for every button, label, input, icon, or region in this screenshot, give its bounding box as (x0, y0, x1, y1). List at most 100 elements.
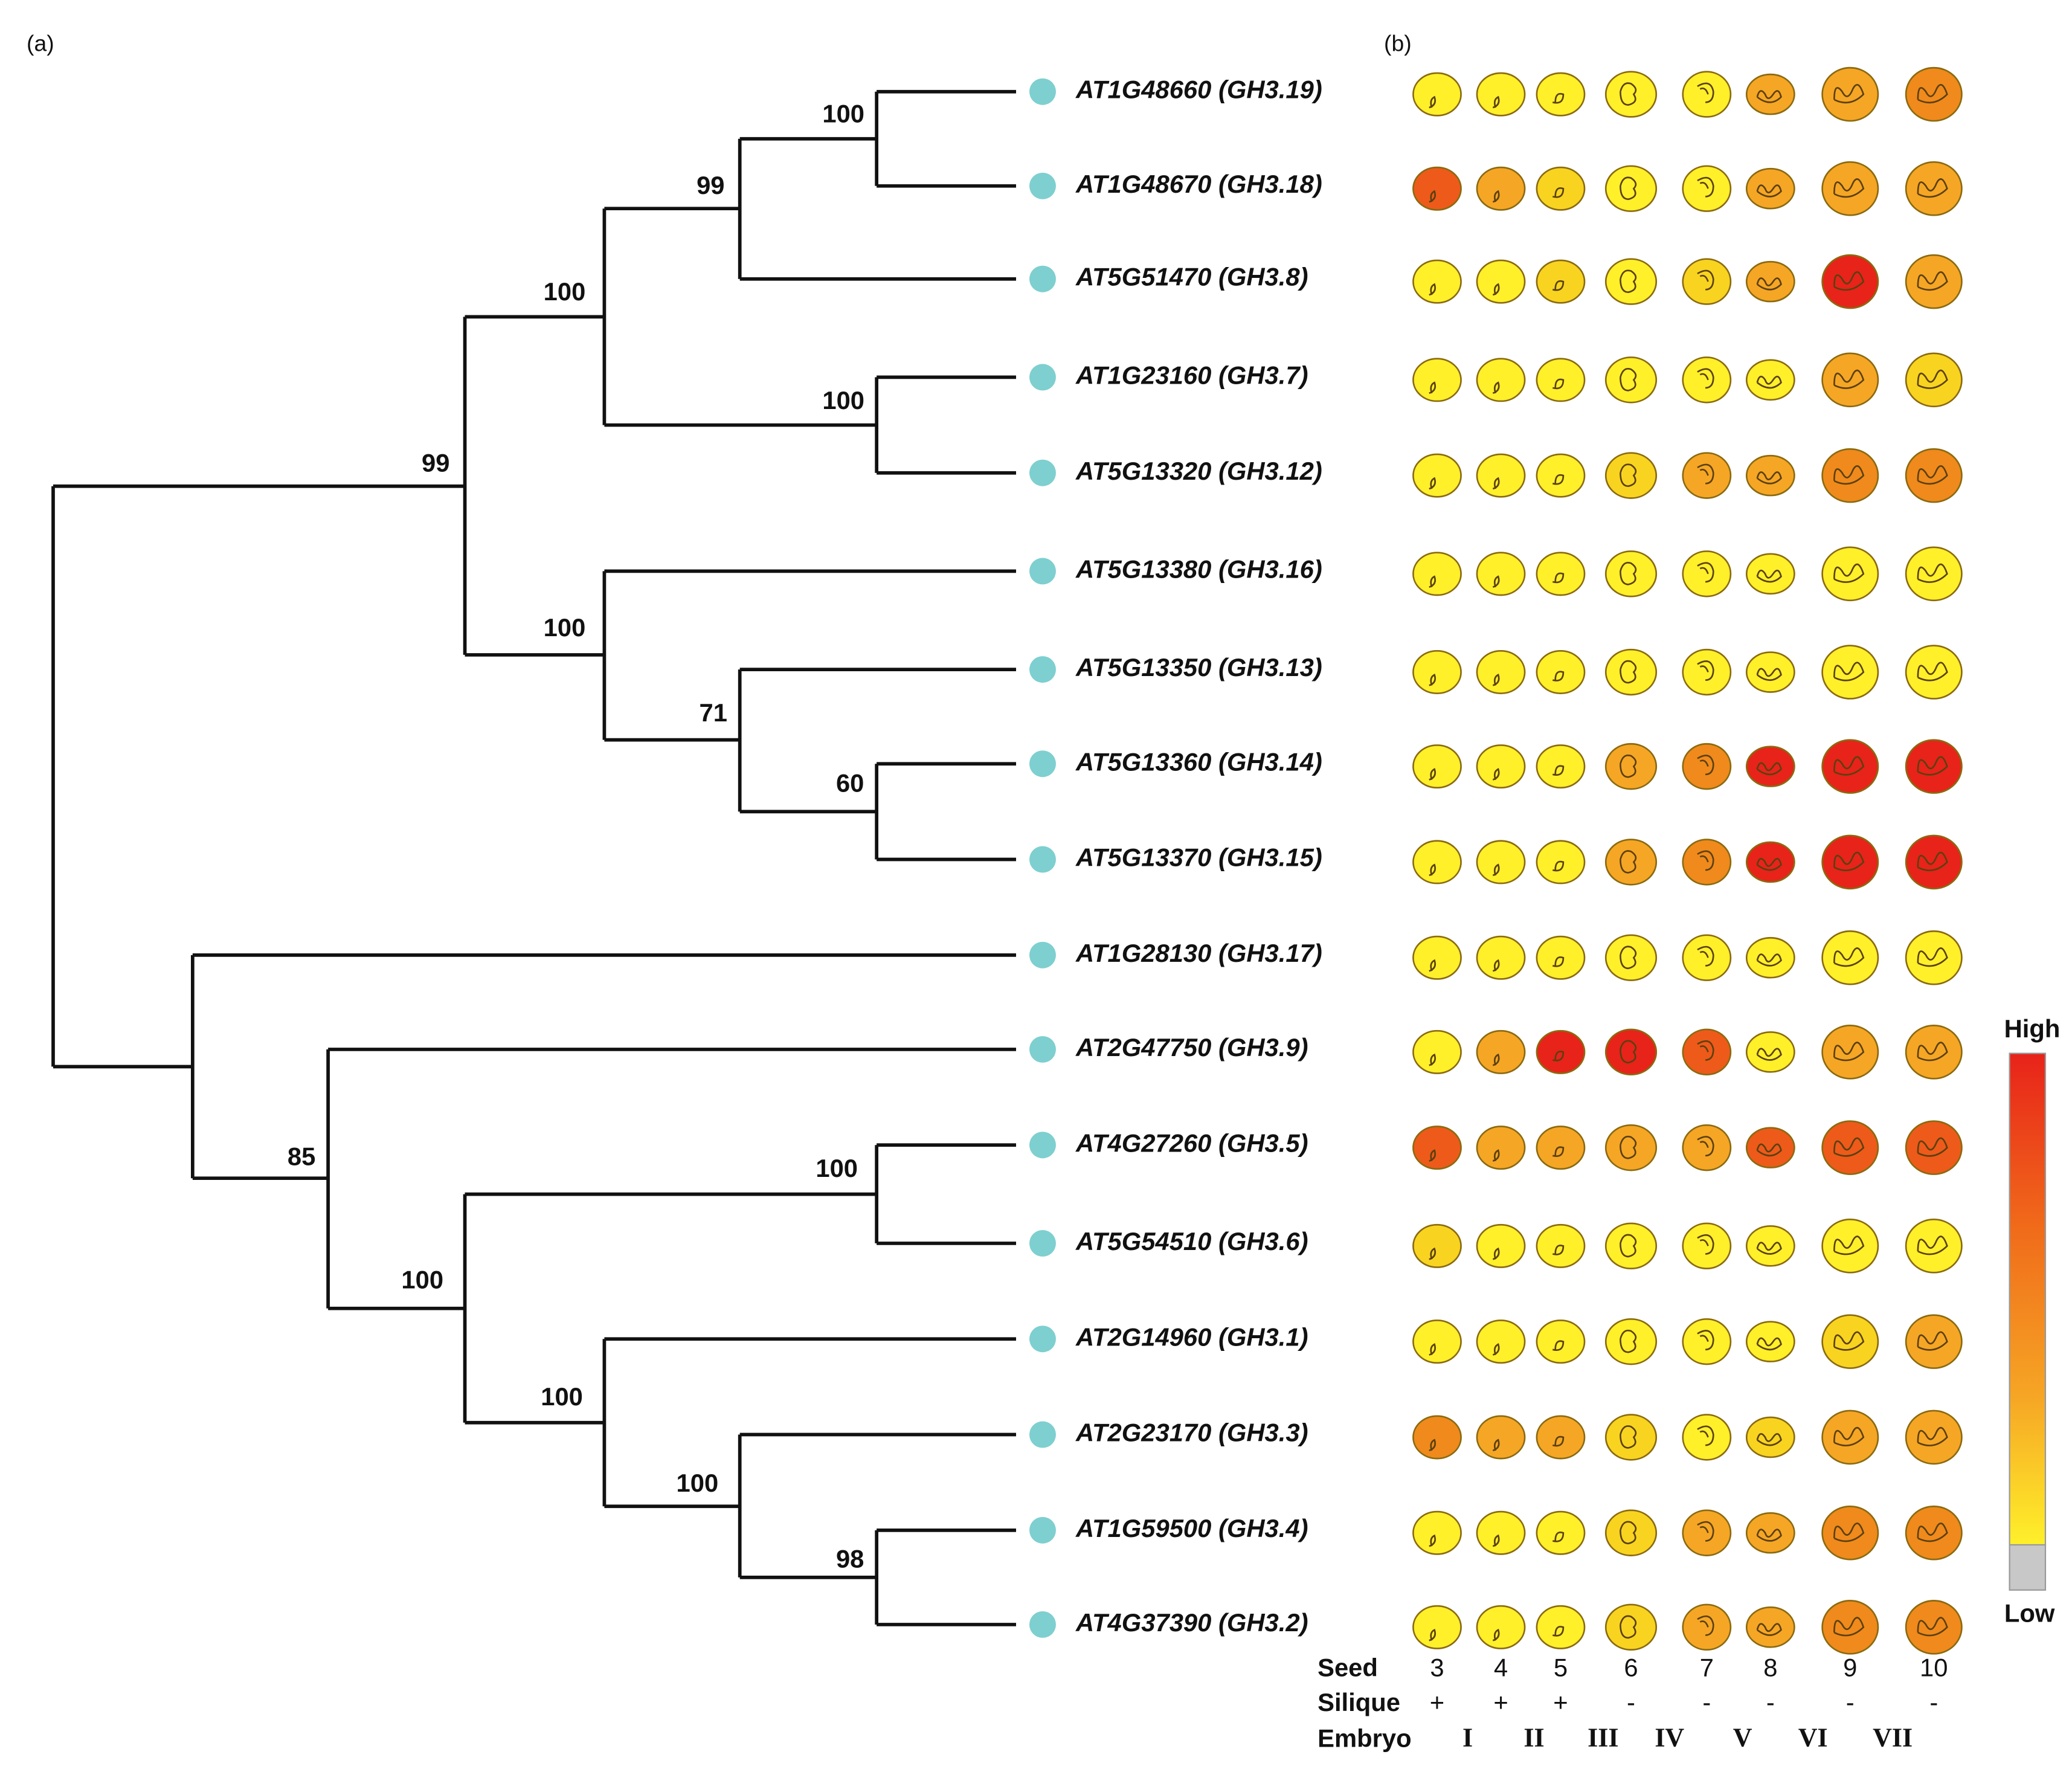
seed-icon (1604, 648, 1658, 696)
seed-icon (1412, 259, 1462, 304)
seed-icon (1905, 1314, 1963, 1369)
seed-embryo (1833, 563, 1865, 583)
embryo-stage: VII (1873, 1722, 1913, 1752)
seed-embryo (1429, 1628, 1437, 1642)
seed-icon (1745, 260, 1795, 303)
seed-icon (1412, 453, 1462, 498)
legend-low: Low (2004, 1599, 2055, 1628)
seed-embryo (1429, 768, 1437, 781)
seed-icon (1905, 352, 1963, 408)
seed-body (1682, 550, 1732, 598)
gene-label: AT5G51470 (GH3.8) (1075, 263, 1308, 291)
support-value: 100 (541, 1382, 583, 1411)
seed-body (1745, 1512, 1795, 1554)
seed-body (1412, 1126, 1462, 1170)
gene-label: AT5G13360 (GH3.14) (1075, 747, 1322, 776)
gene-label: AT1G28130 (GH3.17) (1075, 939, 1322, 967)
silique-mark: - (1702, 1688, 1711, 1716)
seed-icon (1536, 1415, 1586, 1460)
seed-embryo (1620, 754, 1637, 778)
seed-embryo (1833, 1137, 1865, 1157)
silique-mark: - (1766, 1688, 1775, 1716)
seed-embryo (1429, 95, 1437, 109)
support-value: 100 (677, 1469, 719, 1497)
seed-icon (1821, 161, 1879, 216)
seed-icon (1905, 930, 1963, 985)
support-value: 71 (699, 698, 727, 727)
seed-icon (1745, 553, 1795, 595)
seed-embryo (1429, 863, 1437, 877)
seed-stage: 3 (1430, 1654, 1444, 1682)
seed-icon (1905, 254, 1963, 309)
seed-icon (1682, 356, 1732, 404)
seed-body (1745, 553, 1795, 595)
embryo-stage: IV (1655, 1722, 1684, 1752)
embryo-stage: V (1733, 1722, 1752, 1752)
seed-icon (1745, 1512, 1795, 1554)
seed-embryo (1756, 184, 1782, 198)
seed-embryo (1697, 1521, 1714, 1542)
leaf-dot (1029, 265, 1056, 292)
seed-icon (1476, 840, 1526, 884)
seed-body (1476, 1223, 1526, 1268)
seed-embryo (1756, 668, 1782, 681)
seed-icon (1604, 550, 1658, 598)
seed-embryo (1697, 1330, 1714, 1351)
seed-body (1682, 839, 1732, 886)
leaf-dot (1029, 941, 1056, 968)
seed-embryo (1492, 190, 1500, 203)
gene-label: AT1G48670 (GH3.18) (1075, 170, 1322, 198)
seed-embryo (1756, 569, 1782, 583)
seed-embryo (1833, 1331, 1865, 1351)
seed-stage: 8 (1763, 1654, 1777, 1682)
seed-embryo (1620, 1521, 1637, 1545)
seed-icon (1745, 167, 1795, 210)
leaf-dot (1029, 1326, 1056, 1353)
seed-icon (1476, 1223, 1526, 1268)
seed-icon (1905, 1219, 1963, 1274)
seed-body (1745, 1031, 1795, 1073)
seed-body (1412, 259, 1462, 304)
seed-body (1745, 1127, 1795, 1168)
seed-embryo (1429, 381, 1437, 395)
seed-embryo (1552, 671, 1565, 681)
seed-embryo (1429, 674, 1437, 686)
seed-icon (1476, 1029, 1526, 1074)
seed-icon (1745, 1031, 1795, 1073)
seed-icon (1821, 1120, 1879, 1175)
seed-icon (1682, 1222, 1732, 1270)
seed-body (1604, 165, 1658, 212)
seed-icon (1604, 1124, 1658, 1171)
seed-body (1476, 1415, 1526, 1460)
seed-body (1745, 1321, 1795, 1362)
seed-embryo (1756, 277, 1782, 291)
embryo-stage: II (1523, 1722, 1544, 1752)
seed-body (1604, 839, 1658, 886)
seed-embryo (1697, 1136, 1714, 1157)
seed-stage: 4 (1494, 1654, 1508, 1682)
seed-icon (1745, 1606, 1795, 1648)
seed-body (1682, 1124, 1732, 1171)
seed-embryo (1620, 850, 1637, 874)
seed-icon (1536, 1126, 1586, 1170)
seed-icon (1536, 453, 1586, 498)
seed-icon (1905, 1025, 1963, 1080)
seed-embryo (1756, 1433, 1782, 1446)
seed-embryo (1917, 1331, 1948, 1351)
seed-icon (1821, 352, 1879, 408)
seed-icon (1412, 650, 1462, 695)
seed-body (1604, 743, 1658, 790)
seed-embryo (1917, 271, 1948, 291)
support-value: 100 (544, 613, 586, 642)
seed-icon (1821, 739, 1879, 794)
leaf-dot (1029, 459, 1056, 486)
seed-embryo (1492, 768, 1500, 781)
seed-body (1412, 358, 1462, 402)
seed-body (1476, 259, 1526, 304)
seed-icon (1905, 1505, 1963, 1561)
seed-embryo (1492, 575, 1500, 588)
seed-embryo (1620, 176, 1637, 201)
seed-body (1682, 1222, 1732, 1270)
seed-embryo (1917, 84, 1948, 104)
